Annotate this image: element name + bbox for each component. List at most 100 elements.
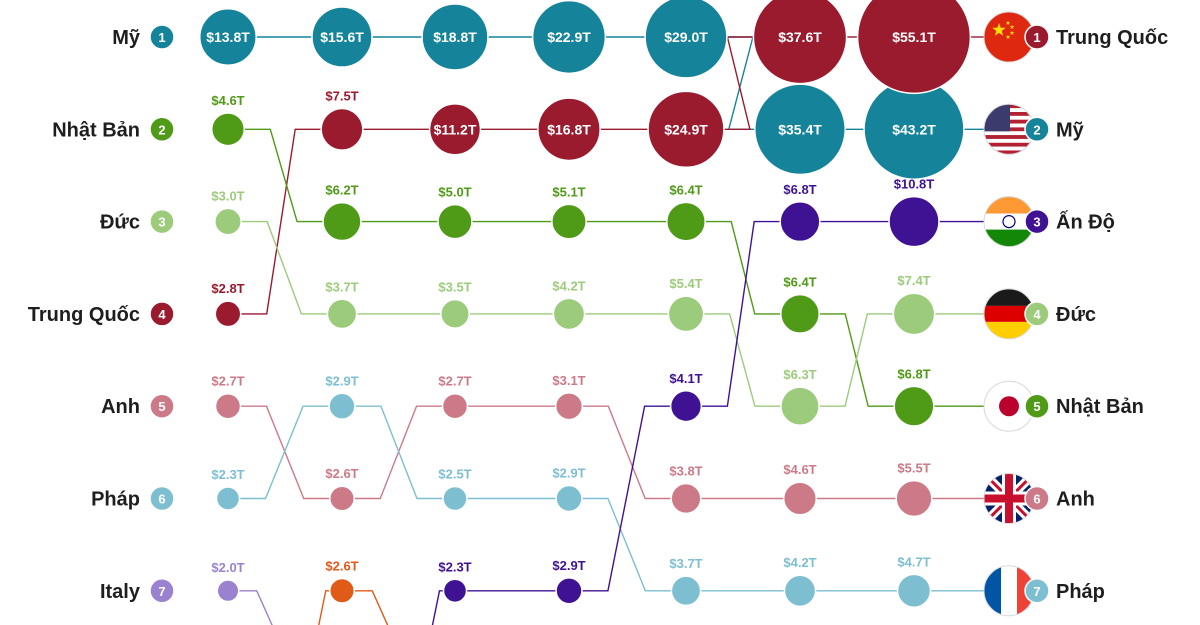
right-rank-number: 4 — [1033, 307, 1041, 322]
germany-bubble — [552, 297, 586, 331]
left-rank-number: 1 — [158, 30, 165, 45]
left-country-name: Trung Quốc — [28, 304, 140, 326]
uk-value-label: $3.1T — [552, 373, 585, 388]
usa-bubble — [199, 8, 257, 66]
italy-value-label: $2.0T — [211, 560, 244, 575]
left-country-name: Italy — [100, 581, 141, 603]
france-bubble — [555, 484, 583, 513]
left-rank-labels: Mỹ 1 Nhật Bản 2 Đức 3 Trung Quốc 4 Anh 5 Pháp 6 Ital… — [28, 24, 175, 604]
usa-value-label: $22.9T — [547, 29, 591, 45]
unknown-connector-in — [318, 590, 330, 625]
left-country-name: Mỹ — [112, 27, 141, 49]
right-rank-number: 2 — [1033, 122, 1040, 137]
china-bubble — [752, 0, 848, 85]
china-value-label: $7.5T — [325, 88, 358, 103]
left-country-name: Anh — [101, 396, 140, 418]
japan-bubble — [780, 293, 820, 334]
uk-bubble — [441, 392, 469, 420]
germany-value-label: $3.5T — [438, 280, 471, 295]
uk-value-label: $5.5T — [897, 461, 930, 476]
germany-bubble — [440, 298, 470, 329]
right-rank-number: 5 — [1033, 399, 1040, 414]
left-country-name: Pháp — [91, 489, 140, 511]
germany-connector — [703, 313, 781, 407]
right-country-name: Mỹ — [1056, 119, 1085, 141]
japan-bubble — [437, 203, 473, 240]
japan-bubble — [322, 201, 362, 242]
germany-bubble — [892, 292, 936, 336]
left-rank-badge — [149, 393, 175, 419]
china-bubble — [320, 107, 364, 151]
india-bubble — [555, 577, 583, 605]
india-bubble — [669, 390, 703, 423]
france-value-label: $4.7T — [897, 554, 930, 569]
right-rank-number: 7 — [1033, 584, 1040, 599]
japan-connector — [705, 220, 781, 315]
uk-value-label: $2.6T — [325, 466, 358, 481]
uk-connector — [240, 405, 330, 500]
italy-bubble — [216, 579, 240, 603]
china-bubble — [856, 0, 972, 95]
germany-value-label: $3.7T — [325, 279, 358, 294]
right-country-name: Ấn Độ — [1056, 211, 1115, 234]
right-rank-badge — [1024, 116, 1050, 143]
right-rank-number: 6 — [1033, 492, 1040, 507]
unknown-bubble — [328, 577, 356, 604]
japan-value-label: $6.2T — [325, 183, 358, 198]
france-value-label: $4.2T — [783, 555, 816, 570]
france-connector — [239, 405, 330, 500]
uk-value-label: $4.6T — [783, 462, 816, 477]
germany-bubble — [667, 295, 705, 333]
usa-bubble — [421, 3, 489, 71]
india-bubble — [888, 195, 940, 248]
china-connector — [723, 36, 754, 130]
uk-value-label: $2.7T — [211, 374, 244, 389]
unknown-value-label: $2.6T — [325, 559, 358, 574]
right-country-name: Pháp — [1056, 581, 1105, 603]
left-rank-number: 6 — [158, 492, 165, 507]
germany-value-label: $7.4T — [897, 273, 930, 288]
usa-value-label: $13.8T — [206, 29, 250, 45]
left-rank-number: 5 — [158, 399, 165, 414]
france-connector — [581, 497, 672, 592]
right-rank-badge — [1024, 208, 1050, 235]
japan-bubble — [893, 385, 935, 427]
india-connector-in — [431, 590, 444, 625]
india-flag — [983, 196, 1035, 248]
france-value-label: $2.3T — [211, 467, 244, 482]
uk-bubble — [214, 392, 242, 420]
left-country-name: Nhật Bản — [52, 119, 140, 141]
left-rank-number: 7 — [158, 584, 165, 599]
india-value-label: $2.3T — [438, 559, 471, 574]
usa-bubble — [531, 0, 607, 75]
value-labels: $13.8T $15.6T $18.8T $22.9T $29.0T $35.4T $43.… — [206, 29, 936, 575]
germany-bubble — [326, 298, 358, 330]
china-bubble — [428, 103, 482, 156]
india-bubble — [442, 578, 468, 604]
right-rank-number: 1 — [1033, 30, 1040, 45]
usa-flag — [983, 103, 1035, 155]
china-value-label: $37.6T — [778, 29, 822, 45]
bubbles — [199, 0, 972, 609]
left-rank-number: 4 — [158, 307, 166, 322]
unknown-connector-out — [354, 590, 389, 625]
right-country-name: Trung Quốc — [1056, 27, 1168, 49]
left-rank-badge — [149, 301, 175, 327]
india-value-label: $10.8T — [894, 177, 935, 192]
germany-value-label: $5.4T — [669, 276, 702, 291]
right-rank-badge — [1024, 578, 1050, 604]
japan-value-label: $6.4T — [783, 275, 816, 290]
china-bubble — [214, 300, 242, 328]
france-bubble — [783, 574, 817, 608]
japan-value-label: $5.1T — [552, 184, 585, 199]
left-rank-badge — [149, 24, 175, 50]
france-bubble — [670, 575, 702, 607]
india-value-label: $2.9T — [552, 558, 585, 573]
germany-connector — [819, 313, 894, 407]
germany-bubble — [780, 386, 820, 427]
france-bubble — [442, 485, 468, 512]
china-value-label: $24.9T — [664, 121, 708, 137]
france-value-label: $3.7T — [669, 556, 702, 571]
uk-connector — [582, 405, 672, 500]
